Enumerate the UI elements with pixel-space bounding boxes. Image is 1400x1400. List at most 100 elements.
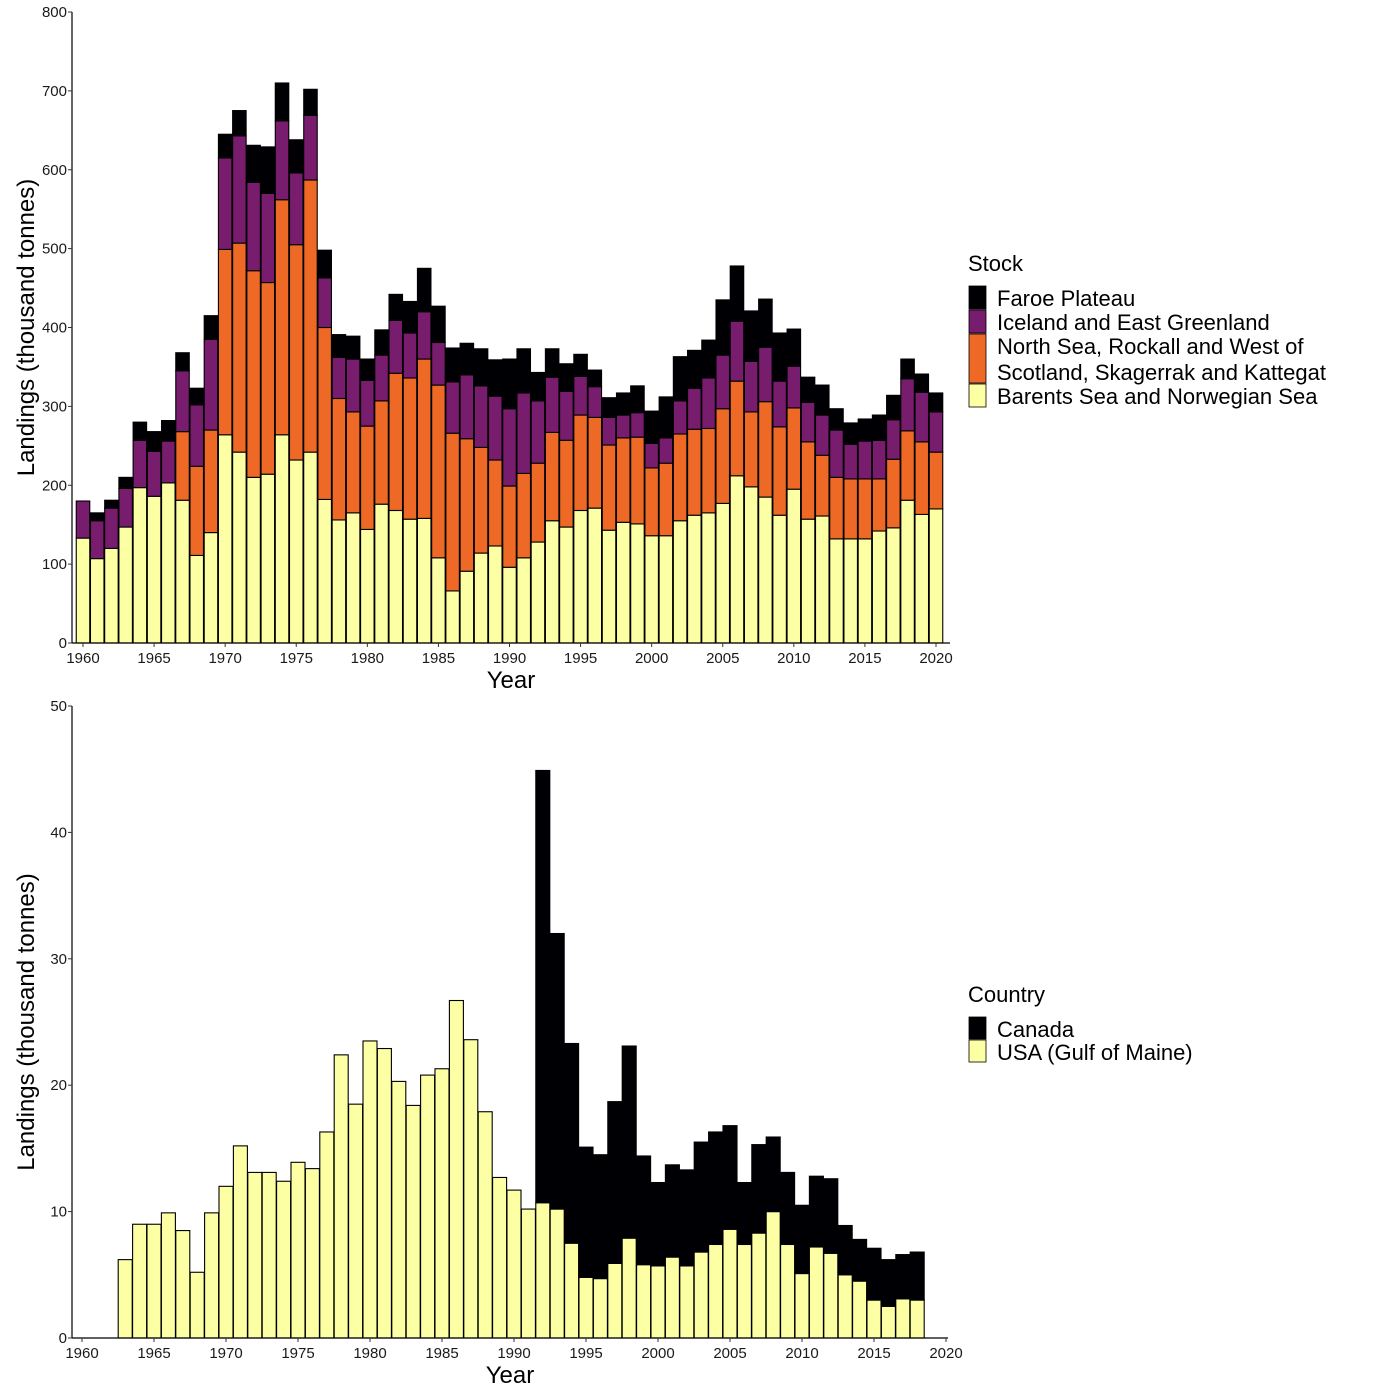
bar-segment bbox=[544, 376, 560, 433]
y-tick-label: 0 bbox=[59, 1330, 67, 1347]
bar-segment bbox=[549, 1208, 565, 1339]
bar-segment bbox=[758, 401, 773, 498]
bar-segment bbox=[636, 1155, 652, 1266]
bar-segment bbox=[786, 365, 802, 409]
bar-segment bbox=[636, 1264, 652, 1339]
bar-segment bbox=[175, 1230, 191, 1339]
x-axis-title: Year bbox=[486, 1362, 535, 1389]
bar-segment bbox=[75, 537, 91, 644]
x-tick-label: 1985 bbox=[425, 1345, 458, 1362]
bar-segment bbox=[175, 431, 190, 501]
bar-segment bbox=[520, 1208, 536, 1339]
bar-segment bbox=[431, 557, 446, 644]
bar-segment bbox=[388, 372, 404, 512]
bar-segment bbox=[693, 1251, 709, 1339]
legend-label: Scotland, Skagerrak and Kattegat bbox=[997, 360, 1326, 385]
y-tick-label: 20 bbox=[50, 1077, 67, 1094]
bar-segment bbox=[203, 338, 219, 431]
bar-segment bbox=[463, 1039, 479, 1339]
x-tick-label: 1965 bbox=[137, 650, 170, 667]
x-tick-label: 1970 bbox=[208, 650, 241, 667]
bar-segment bbox=[549, 932, 565, 1210]
bar-segment bbox=[473, 348, 489, 387]
bar-segment bbox=[592, 1154, 608, 1280]
bar-segment bbox=[232, 451, 247, 644]
bar-segment bbox=[376, 1047, 392, 1339]
x-tick-label: 2005 bbox=[706, 650, 739, 667]
bar-segment bbox=[203, 532, 219, 644]
bar-segment bbox=[175, 352, 190, 372]
bar-segment bbox=[687, 349, 702, 389]
bar-segment bbox=[900, 499, 915, 644]
bar-segment bbox=[374, 400, 389, 505]
bars-group bbox=[117, 769, 925, 1339]
bar-segment bbox=[794, 1272, 810, 1339]
bar-segment bbox=[459, 570, 475, 644]
x-tick-label: 1975 bbox=[280, 650, 313, 667]
bar-segment bbox=[644, 467, 659, 537]
bar-segment bbox=[564, 1042, 580, 1244]
bar-segment bbox=[118, 487, 133, 528]
bar-segment bbox=[487, 395, 503, 461]
bar-segment bbox=[578, 1276, 594, 1339]
bar-segment bbox=[928, 451, 944, 510]
bar-segment bbox=[502, 485, 517, 568]
bar-segment bbox=[729, 265, 745, 322]
bar-segment bbox=[607, 1262, 623, 1339]
bar-segment bbox=[722, 1228, 738, 1339]
bar-segment bbox=[765, 1136, 781, 1213]
bar-segment bbox=[303, 114, 318, 181]
bar-segment bbox=[871, 414, 887, 441]
bar-segment bbox=[823, 1178, 839, 1254]
bar-segment bbox=[246, 476, 261, 644]
bar-segment bbox=[900, 378, 915, 432]
bar-segment bbox=[701, 377, 716, 430]
y-tick-label: 10 bbox=[50, 1204, 67, 1221]
bar-segment bbox=[303, 88, 318, 116]
bar-segment bbox=[405, 1104, 421, 1339]
bar-segment bbox=[544, 348, 560, 378]
bar-segment bbox=[715, 408, 731, 504]
bar-segment bbox=[900, 358, 915, 380]
bar-segment bbox=[615, 437, 631, 523]
bar-segment bbox=[644, 535, 659, 644]
bar-segment bbox=[89, 520, 105, 560]
bar-segment bbox=[175, 499, 190, 644]
bar-segment bbox=[559, 390, 574, 441]
bar-segment bbox=[416, 311, 432, 360]
bar-segment bbox=[909, 1299, 925, 1339]
bar-segment bbox=[331, 334, 347, 359]
legend-swatch bbox=[968, 285, 987, 310]
bar-segment bbox=[758, 496, 773, 644]
x-tick-label: 1970 bbox=[209, 1345, 242, 1362]
bar-segment bbox=[693, 1141, 709, 1253]
bar-segment bbox=[104, 547, 119, 644]
bar-segment bbox=[132, 487, 148, 644]
bar-segment bbox=[928, 411, 944, 453]
bar-segment bbox=[118, 526, 133, 644]
legend-title: Stock bbox=[968, 251, 1024, 276]
legend-label: Canada bbox=[997, 1017, 1075, 1042]
bar-segment bbox=[345, 358, 361, 413]
bar-segment bbox=[601, 529, 617, 644]
bar-segment bbox=[880, 1259, 896, 1307]
bar-segment bbox=[146, 495, 162, 644]
bar-segment bbox=[516, 472, 532, 559]
bar-segment bbox=[630, 436, 645, 525]
bar-segment bbox=[89, 512, 105, 522]
bar-segment bbox=[871, 439, 887, 480]
bar-segment bbox=[852, 1280, 868, 1339]
bar-segment bbox=[658, 462, 674, 537]
bar-segment bbox=[914, 441, 930, 515]
bar-segment bbox=[843, 422, 859, 445]
bar-segment bbox=[829, 408, 844, 431]
bar-segment bbox=[615, 521, 631, 644]
bar-segment bbox=[772, 426, 787, 516]
bar-segment bbox=[288, 244, 304, 461]
bar-segment bbox=[751, 1144, 767, 1234]
bar-segment bbox=[388, 319, 404, 374]
bar-segment bbox=[360, 379, 375, 427]
bar-segment bbox=[473, 385, 489, 448]
bar-segment bbox=[886, 527, 901, 644]
bar-segment bbox=[544, 520, 560, 644]
